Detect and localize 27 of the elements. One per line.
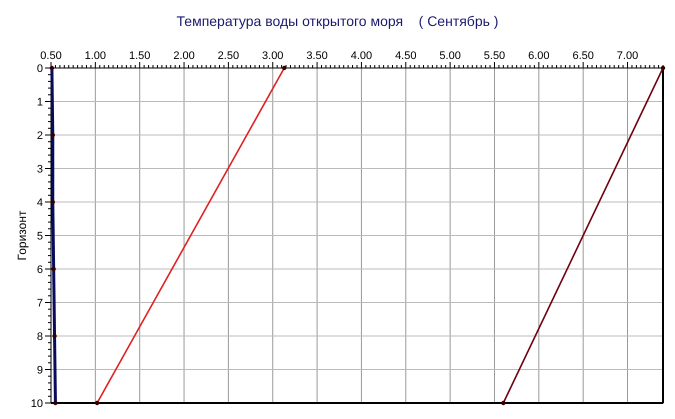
y-tick-label: 2 [36, 130, 43, 142]
x-tick-label: 3.50 [306, 50, 328, 62]
x-tick-label: 1.00 [84, 50, 106, 62]
y-tick-label: 4 [36, 197, 43, 209]
x-tick-label: 4.00 [350, 50, 372, 62]
x-tick-label: 5.00 [439, 50, 461, 62]
y-tick-label: 7 [36, 298, 43, 310]
x-tick-label: 2.00 [173, 50, 195, 62]
y-tick-label: 9 [36, 364, 43, 376]
x-tick-label: 2.50 [218, 50, 240, 62]
x-tick-label: 4.50 [395, 50, 416, 62]
x-tick-label: 1.50 [128, 50, 150, 62]
x-tick-label: 7.00 [616, 50, 638, 62]
y-tick-label: 6 [36, 264, 43, 276]
x-tick-label: 6.00 [528, 50, 550, 62]
y-tick-label: 3 [36, 164, 43, 176]
x-tick-label: 5.50 [484, 50, 506, 62]
y-tick-label: 0 [36, 63, 43, 75]
chart-title: Температура воды открытого моря ( Сентябрь ) [176, 13, 498, 29]
y-tick-label: 5 [36, 230, 43, 242]
y-tick-label: 10 [30, 398, 43, 410]
y-tick-label: 8 [36, 331, 43, 343]
x-tick-label: 6.50 [572, 50, 594, 62]
y-tick-label: 1 [36, 96, 43, 108]
x-tick-label: 0.50 [40, 50, 62, 62]
y-axis-title: Горизонт [15, 210, 29, 260]
x-tick-label: 3.00 [262, 50, 284, 62]
